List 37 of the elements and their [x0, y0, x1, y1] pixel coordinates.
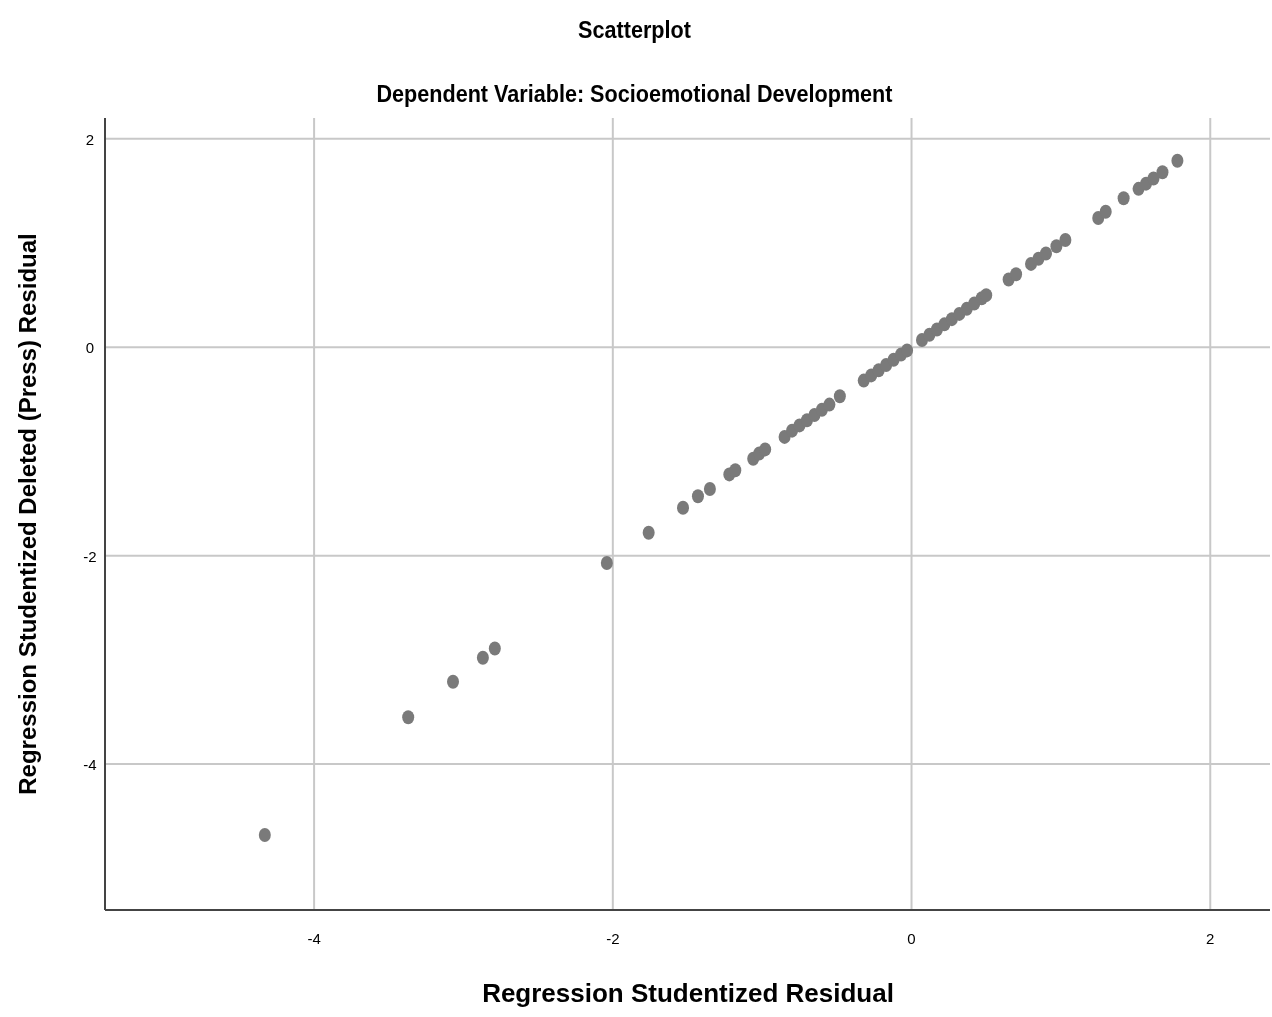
point [1039, 246, 1052, 261]
point [600, 555, 613, 570]
point [258, 827, 271, 842]
point [447, 674, 460, 689]
x-axis-title: Regression Studentized Residual [482, 978, 894, 1008]
y-axis-title: Regression Studentized Deleted (Press) Residual [14, 233, 41, 795]
point [1117, 191, 1130, 206]
point [729, 463, 742, 478]
x-tick-label: 2 [1206, 930, 1215, 947]
x-tick-label: 0 [907, 930, 916, 947]
point [1010, 267, 1023, 282]
point [759, 442, 772, 457]
point [1059, 232, 1072, 247]
point [1099, 204, 1112, 219]
point [402, 710, 415, 725]
y-tick-label: -4 [83, 756, 97, 774]
point [488, 641, 501, 656]
point [1171, 153, 1184, 168]
x-tick-label: -4 [307, 930, 321, 947]
point [677, 500, 690, 515]
y-tick-label: -2 [83, 547, 97, 565]
point [1147, 171, 1160, 186]
point [691, 489, 704, 504]
x-tick-label: -2 [606, 930, 620, 947]
chart-subtitle: Dependent Variable: Socioemotional Development [376, 79, 893, 108]
point [901, 343, 914, 358]
point [980, 288, 993, 303]
point [823, 397, 836, 412]
point [1050, 239, 1063, 254]
point [476, 650, 489, 665]
y-tick-label: 0 [85, 339, 95, 357]
y-tick-label: 2 [85, 130, 95, 148]
chart-title: Scatterplot [578, 15, 692, 44]
point [703, 481, 716, 496]
point [642, 525, 655, 540]
point [833, 389, 846, 404]
point [1156, 165, 1169, 180]
